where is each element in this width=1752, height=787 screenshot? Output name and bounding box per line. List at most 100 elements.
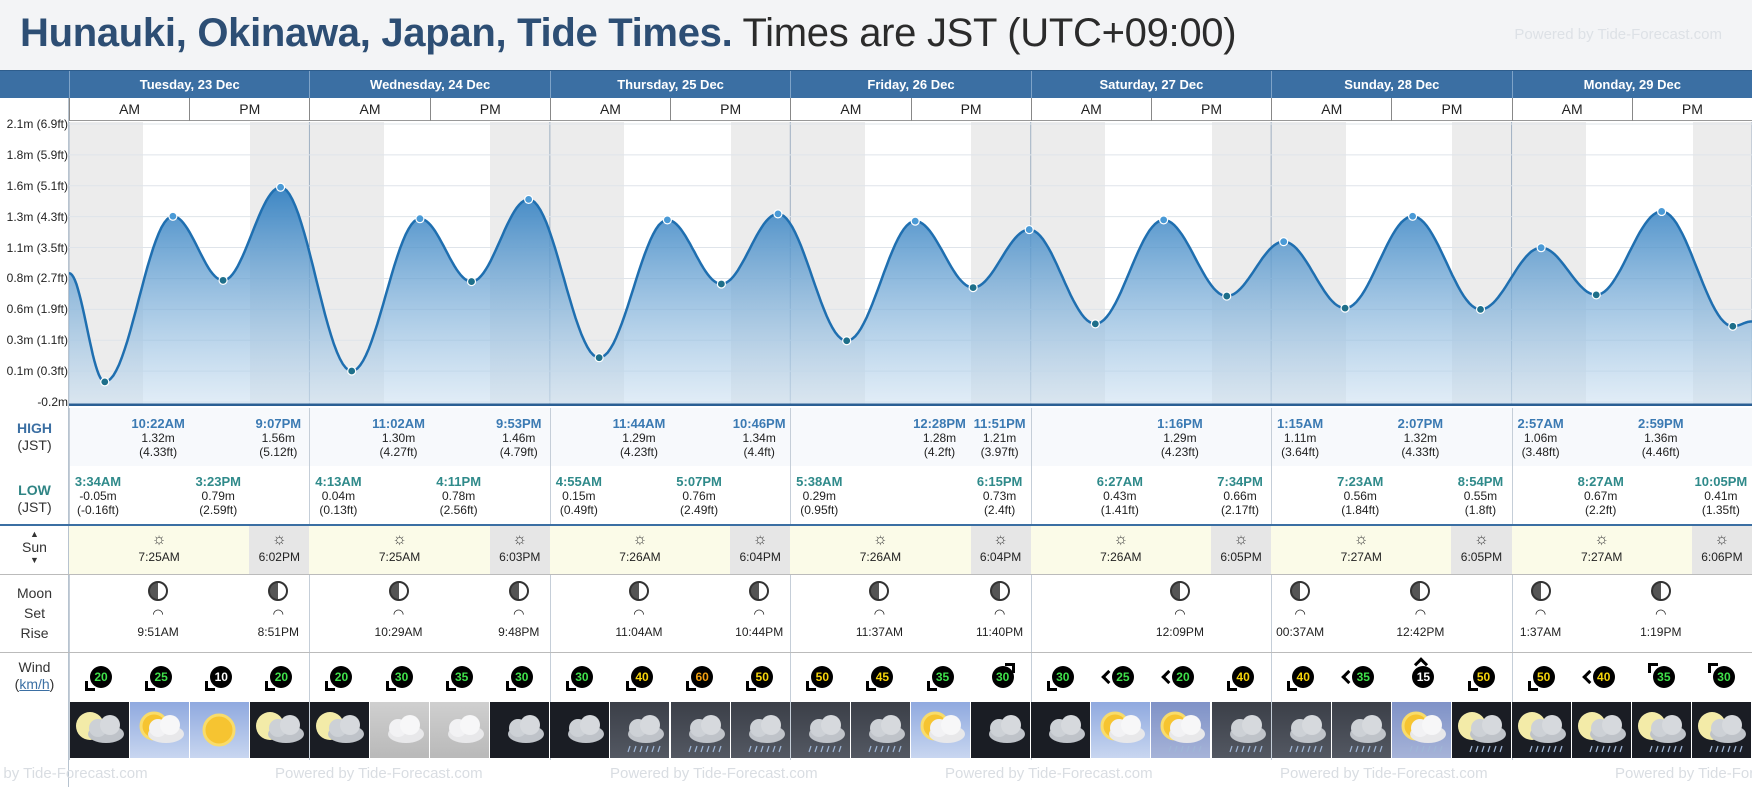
sunrise-event: ☼ 7:27AM	[1562, 530, 1642, 564]
day-divider	[549, 575, 551, 652]
wind-indicator	[385, 663, 414, 691]
wind-arrow-icon	[1227, 681, 1238, 691]
moon-phase-icon	[268, 581, 289, 601]
high-tide-point	[1024, 224, 1034, 235]
tide-chart	[0, 122, 1752, 406]
wind-indicator	[1467, 663, 1496, 691]
moon-phase-icon	[869, 581, 890, 601]
sunset-cell	[489, 526, 550, 574]
sunset-icon: ☼	[1714, 531, 1730, 548]
weather-sun-cloud-icon	[129, 702, 189, 758]
low-tide-entry: 8:27AM 0.67m (2.2ft)	[1566, 475, 1636, 518]
tide-height-ft: (2.2ft)	[1585, 503, 1617, 517]
tide-height-m: 0.79m	[201, 489, 235, 503]
low-tide-point	[968, 282, 978, 293]
weather-rain-icon	[610, 702, 670, 758]
moon-phase-icon	[749, 581, 770, 601]
ampm-label: AM	[309, 98, 429, 121]
wind-speed: 35	[1652, 666, 1675, 688]
weather-sun-rain-icon	[1391, 702, 1451, 758]
day-header: Wednesday, 24 Dec	[309, 71, 549, 99]
high-tide-entry: 1:16PM 1.29m (4.23ft)	[1145, 417, 1215, 460]
low-tide-entry: 5:38AM 0.29m (0.95ft)	[784, 474, 854, 518]
weather-cloud-icon	[1031, 702, 1091, 758]
day-header-bar: Tuesday, 23 Dec Wednesday, 24 Dec Thursday…	[0, 70, 1752, 99]
daylight-cell	[790, 526, 971, 574]
tide-height-m: 0.67m	[1584, 489, 1618, 503]
wind-indicator	[265, 663, 293, 691]
wind-speed: 20	[90, 666, 113, 688]
moonrise-event: ◠ 10:29AM	[364, 581, 434, 639]
daylight-cell	[549, 526, 731, 574]
low-tide-point	[1728, 321, 1738, 331]
tide-time: 1:15AM	[1277, 416, 1324, 431]
wind-speed: 30	[570, 666, 593, 688]
tide-height-ft: (3.97ft)	[980, 445, 1019, 459]
weather-cloud-icon	[370, 702, 430, 758]
weather-sun-rain-icon	[1151, 702, 1211, 758]
weather-cloud-icon	[971, 702, 1031, 758]
tide-time: 6:15PM	[976, 474, 1023, 489]
sunset-cell	[249, 526, 310, 574]
tide-time: 10:46PM	[732, 416, 786, 431]
sunrise-time: 7:26AM	[619, 550, 661, 564]
low-tide-entry: 4:13AM 0.04m (0.13ft)	[303, 475, 373, 518]
day-divider	[1030, 653, 1032, 700]
tide-height-ft: (3.48ft)	[1521, 445, 1560, 459]
tide-time: 10:22AM	[131, 416, 185, 431]
wind-indicator	[565, 663, 594, 691]
low-tide-point	[1475, 304, 1486, 314]
wind-arrow-icon	[926, 681, 937, 691]
tide-height-m: 1.28m	[922, 431, 957, 445]
sunset-time: 6:04PM	[979, 550, 1022, 564]
sun-down-arrow-icon: ▼	[30, 555, 39, 565]
weather-night-cloud-icon	[249, 702, 309, 758]
low-label: LOW (JST)	[0, 482, 69, 516]
wind-indicator	[1527, 663, 1556, 691]
low-tide-entry: 3:34AM -0.05m (-0.16ft)	[63, 475, 133, 518]
moonrise-time: 12:42PM	[1396, 625, 1445, 639]
sunrise-icon: ☼	[392, 531, 407, 548]
sun-row: ▲ Sun ▼ ☼ 7:25AM ☼ 6:02PM ☼ 7:25AM ☼ 6:03PM ☼ 7:2…	[0, 526, 1752, 574]
tide-height-ft: (4.46ft)	[1641, 445, 1680, 459]
tide-time: 5:38AM	[796, 474, 843, 489]
moonrise-icon: ◠	[1174, 606, 1186, 621]
y-axis-label: 0.1m (0.3ft)	[6, 364, 68, 379]
high-tide-entry: 11:51PM 1.21m (3.97ft)	[965, 417, 1035, 460]
day-header: Tuesday, 23 Dec	[69, 71, 309, 99]
tide-height-m: 0.15m	[562, 489, 596, 503]
label-column-bg	[0, 575, 69, 652]
day-divider	[69, 408, 70, 466]
wind-unit-link[interactable]: km/h	[19, 676, 50, 692]
wind-arrow-icon	[626, 681, 637, 691]
day-divider	[1511, 575, 1513, 652]
wind-speed: 30	[1051, 666, 1074, 688]
wind-indicator	[926, 663, 955, 691]
weather-night-rain-icon	[1451, 702, 1511, 758]
moonset-time: 8:51PM	[257, 625, 299, 639]
sun-up-arrow-icon: ▲	[30, 529, 39, 539]
wind-indicator	[445, 663, 474, 691]
high-tide-entry: 1:15AM 1.11m (3.64ft)	[1265, 416, 1335, 460]
high-tide-point	[1408, 211, 1418, 221]
wind-label-text: Wind	[18, 659, 51, 675]
low-tide-entry: 6:15PM 0.73m (2.4ft)	[965, 474, 1035, 518]
wind-indicator	[1287, 663, 1315, 691]
tide-height-m: 0.73m	[982, 489, 1017, 503]
sunrise-time: 7:27AM	[1581, 550, 1623, 564]
low-tide-point	[1340, 303, 1350, 313]
wind-speed: 20	[330, 666, 353, 688]
wind-speed: 20	[270, 666, 293, 688]
day-divider	[1271, 575, 1273, 652]
y-axis-label: 0.6m (1.9ft)	[6, 302, 68, 317]
tide-height-ft: (4.79ft)	[499, 445, 538, 459]
high-tide-row: HIGH (JST) 10:22AM 1.32m (4.33ft) 9:07PM 1.5…	[0, 408, 1752, 466]
day-divider	[309, 466, 311, 524]
weather-rain-icon	[1271, 702, 1331, 758]
wind-speed: 40	[1592, 666, 1615, 688]
daylight-cell	[1271, 526, 1452, 574]
tide-height-m: 1.29m	[1163, 431, 1197, 445]
tide-time: 7:23AM	[1337, 474, 1384, 489]
sunrise-icon: ☼	[1594, 531, 1610, 548]
footer-watermark: Powered by Tide-Forecast.com	[610, 765, 818, 782]
